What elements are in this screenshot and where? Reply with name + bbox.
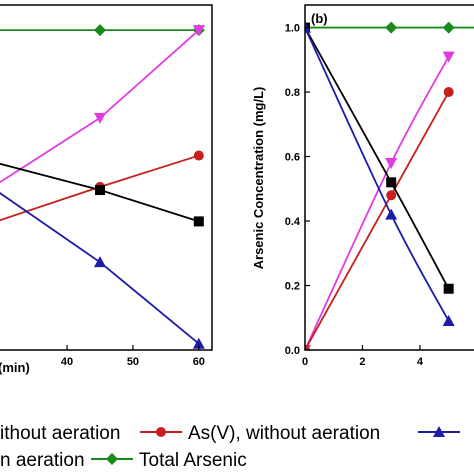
panela-series-blue: [0, 192, 205, 349]
panelb-y-tick-label-1: 0.2: [285, 281, 300, 293]
panelb-series-blue: [305, 21, 455, 326]
panel-a-series: [0, 24, 205, 349]
legend: ithout aeration As(V), without aeration n …: [0, 423, 460, 471]
panela-point-black-2: [193, 216, 204, 227]
panelb-point-blue-1: [385, 208, 398, 220]
panelb-point-pink-1: [385, 157, 398, 169]
panelb-point-total-1: [385, 21, 398, 34]
panelb-point-black-1: [386, 177, 397, 188]
panelb-y-tick-label-3: 0.6: [285, 152, 300, 164]
panela-point-blue-2: [192, 337, 205, 349]
panelb-line-red: [305, 91, 450, 350]
panel-b: 0 2 4 0.0 0.2 0.4 0.6 0.8 1.0 (b) Arsenic Concen…: [251, 4, 474, 368]
panela-point-pink-1: [94, 112, 106, 124]
legend-label-total: Total Arsenic: [139, 450, 247, 471]
panelb-line-black: [305, 27, 450, 290]
panela-point-blue-1: [94, 256, 106, 268]
panela-series-total: [0, 24, 205, 37]
panelb-point-pink-2: [442, 51, 455, 63]
legend-marker-total: [106, 453, 118, 465]
panelb-x-tick-label-1: 2: [359, 356, 365, 368]
legend-label-black: ithout aeration: [0, 423, 120, 444]
panelb-y-tick-label-2: 0.4: [285, 216, 301, 228]
panela-x-tick-label-0: 40: [61, 356, 73, 368]
panela-point-pink-2: [192, 25, 205, 37]
panelb-point-total-2: [442, 21, 455, 34]
panela-x-tick-label-1: 50: [127, 356, 139, 368]
panela-point-total-1: [94, 24, 106, 37]
panel-a-ticks: 40 50 60: [61, 345, 205, 368]
panel-b-ticks: 0 2 4 0.0 0.2 0.4 0.6 0.8 1.0: [285, 23, 424, 368]
legend-marker-red: [156, 427, 166, 437]
panelb-series-pink: [305, 51, 455, 350]
panelb-point-black-2: [443, 283, 454, 294]
panel-a-frame: [0, 4, 213, 351]
panelb-series-black: [305, 22, 454, 294]
panelb-line-pink: [305, 56, 450, 350]
panelb-series-red: [305, 87, 454, 350]
panelb-x-tick-label-2: 4: [417, 356, 424, 368]
panelb-y-tick-label-4: 0.8: [285, 87, 300, 99]
panela-point-red-2: [193, 150, 204, 161]
panelb-x-tick-label-0: 0: [302, 356, 308, 368]
panelb-point-blue-2: [442, 314, 455, 326]
legend-label-pink: n aeration: [0, 450, 85, 471]
legend-label-red: As(V), without aeration: [188, 423, 380, 444]
panel-b-frame: [304, 4, 474, 351]
panelb-line-blue: [305, 27, 450, 322]
panelb-y-tick-label-0: 0.0: [285, 345, 300, 357]
panela-x-tick-label-2: 60: [193, 356, 205, 368]
panela-series-pink: [0, 25, 205, 184]
panelb-point-red-1: [386, 190, 397, 201]
panela-point-black-1: [95, 185, 105, 196]
panelb-point-red-2: [443, 87, 454, 98]
legend-marker-blue: [433, 426, 445, 437]
panel-a-x-axis-label: (min): [0, 360, 30, 375]
panelb-point-red-0: [305, 345, 310, 350]
panel-b-series: [305, 21, 474, 350]
panela-series-black: [0, 162, 204, 227]
panel-b-tag: (b): [311, 11, 328, 26]
panel-a: 40 50 60 (min): [0, 4, 213, 375]
panelb-y-tick-label-5: 1.0: [285, 23, 300, 35]
panel-b-y-axis-label: Arsenic Concentration (mg/L): [251, 87, 266, 270]
